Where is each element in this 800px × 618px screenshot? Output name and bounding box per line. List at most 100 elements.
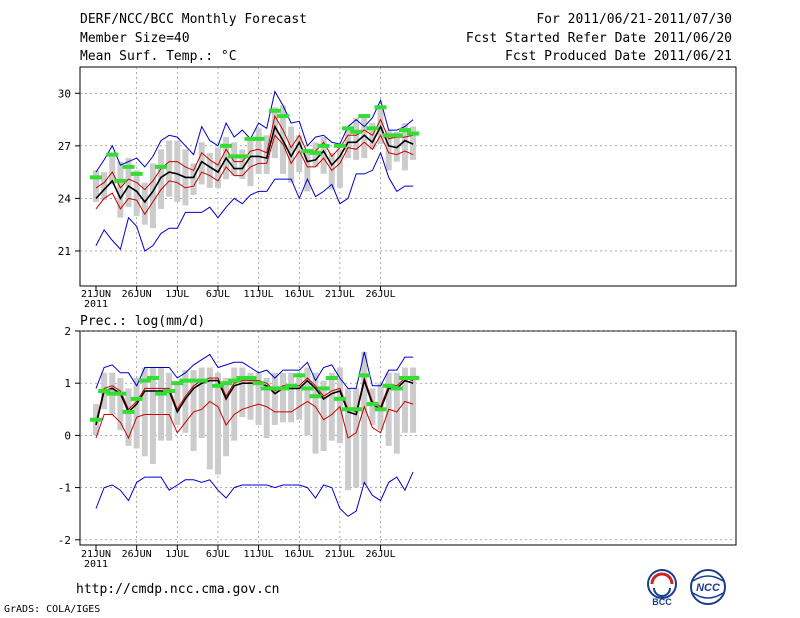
panel1-ytick-label: 27 [58, 140, 71, 153]
panel2-observed-mark [220, 381, 233, 386]
panel2-observed-mark [130, 396, 143, 401]
panel1-spread-box [158, 149, 165, 209]
panel1-xtick-label: 1JUL [165, 289, 189, 300]
panel1-spread-box [353, 117, 360, 160]
panel2-spread-box [174, 380, 181, 425]
panel2-spread-box [336, 367, 343, 444]
panel2-spread-box [320, 380, 327, 452]
panel2-observed-mark [211, 383, 224, 388]
panel2-ytick-label: 1 [64, 377, 71, 390]
panel2-spread-box [247, 372, 254, 420]
panel1-spread-box [255, 128, 262, 174]
panel1-spread-box [304, 149, 311, 192]
panel1-label: Mean Surf. Temp.: °C [80, 49, 237, 64]
panel2-observed-mark [374, 407, 387, 412]
panel2-xtick-label: 26JUL [365, 549, 395, 560]
footer-url[interactable]: http://cmdp.ncc.cma.gov.cn [76, 582, 280, 597]
panel2-observed-mark [407, 375, 420, 380]
panel1-spread-box [369, 123, 376, 150]
panel2-observed-mark [268, 386, 281, 391]
panel2-observed-mark [276, 386, 289, 391]
panel1-spread-box [361, 117, 368, 159]
panel2-spread-box [149, 367, 156, 465]
panel2-spread-box [190, 370, 197, 452]
panel1-observed-mark [276, 114, 289, 119]
panel2-xtick-label: 21JUN [81, 549, 111, 560]
bcc-logo-text: BCC [652, 597, 672, 607]
panel2-ytick-label: 2 [64, 325, 71, 338]
panel2-observed-mark [187, 378, 200, 383]
panel1-spread-box [93, 170, 99, 202]
panel2-observed-mark [342, 407, 355, 412]
panel1-spread-box [385, 130, 392, 171]
panel1-spread-box [125, 158, 132, 208]
panel2-xtick-label: 21JUL [325, 549, 355, 560]
panel2-observed-mark [366, 402, 379, 407]
panel1-ytick-label: 24 [58, 192, 72, 205]
panel1-observed-mark [130, 171, 143, 176]
panel2-observed-mark [114, 391, 127, 396]
panel2-spread-box [206, 367, 213, 470]
panel2-observed-mark [333, 396, 346, 401]
panel1-spread-box [214, 147, 221, 188]
panel1-spread-box [328, 152, 335, 190]
panel2-observed-mark [350, 407, 363, 412]
panel2-spread-box [239, 367, 246, 418]
panel1-spread-box [190, 163, 197, 195]
panel1-year-label: 2011 [84, 299, 108, 310]
panel1-spread-box [239, 149, 246, 180]
panel1-observed-mark [358, 114, 371, 119]
panel1-spread-box [166, 140, 173, 197]
panel2-observed-mark [309, 394, 322, 399]
panel1-observed-mark [309, 150, 322, 155]
panel1-observed-mark [390, 133, 403, 138]
panel2-spread-box [223, 377, 230, 457]
panel2-observed-mark [236, 375, 249, 380]
panel2-lower-quartile-line [95, 400, 414, 440]
panel1-observed-mark [90, 175, 102, 180]
panel2-spread-box [271, 372, 278, 425]
panel1-ytick-label: 21 [58, 245, 71, 258]
panel1-frame [79, 66, 737, 287]
panel1-observed-mark [342, 126, 355, 131]
panel1-observed-mark [155, 164, 168, 169]
panel2-spread-box [231, 367, 238, 441]
grads-credit: GrADS: COLA/IGES [4, 604, 101, 615]
panel2-spread-box [353, 388, 360, 488]
panel1-observed-mark [268, 108, 281, 113]
panel1-observed-mark [252, 136, 265, 141]
panel1-spread-box [336, 149, 343, 188]
fcst-produced-date: Fcst Produced Date 2011/06/21 [505, 49, 732, 64]
panel1-observed-mark [398, 128, 411, 133]
panel1-spread-box [206, 152, 213, 188]
panel2-observed-mark [122, 409, 135, 414]
panel2-xtick-label: 16JUL [284, 549, 314, 560]
panel1-spread-box [231, 142, 238, 176]
panel2-observed-mark [398, 375, 411, 380]
panel1-spread-box [377, 105, 384, 145]
chart-title: DERF/NCC/BCC Monthly Forecast [80, 12, 307, 27]
panel1-xtick-label: 21JUL [325, 289, 355, 300]
panel2-spread-box [263, 377, 270, 438]
panel2-year-label: 2011 [84, 559, 108, 570]
panel1-xtick-label: 26JUL [365, 289, 395, 300]
member-size: Member Size=40 [80, 31, 190, 46]
panel1-observed-mark [114, 178, 127, 183]
panel2-xtick-label: 6JUL [206, 549, 230, 560]
panel1-observed-mark [301, 149, 314, 154]
panel1-xtick-label: 26JUN [122, 289, 152, 300]
panel1-observed-mark [382, 133, 395, 138]
panel2-observed-mark [106, 391, 119, 396]
panel2-spread-box [345, 388, 352, 491]
panel1-observed-mark [366, 126, 379, 131]
ncc-logo-text: NCC [696, 582, 721, 594]
panel2-spread-box [369, 388, 376, 425]
panel2-spread-box [410, 367, 417, 433]
panel2-min-line [95, 471, 414, 517]
panel1-spread-box [247, 140, 254, 187]
panel2-spread-box [133, 377, 140, 449]
panel1-spread-box [296, 135, 303, 173]
panel1-spread-box [320, 137, 327, 174]
panel2-spread-box [393, 372, 400, 454]
